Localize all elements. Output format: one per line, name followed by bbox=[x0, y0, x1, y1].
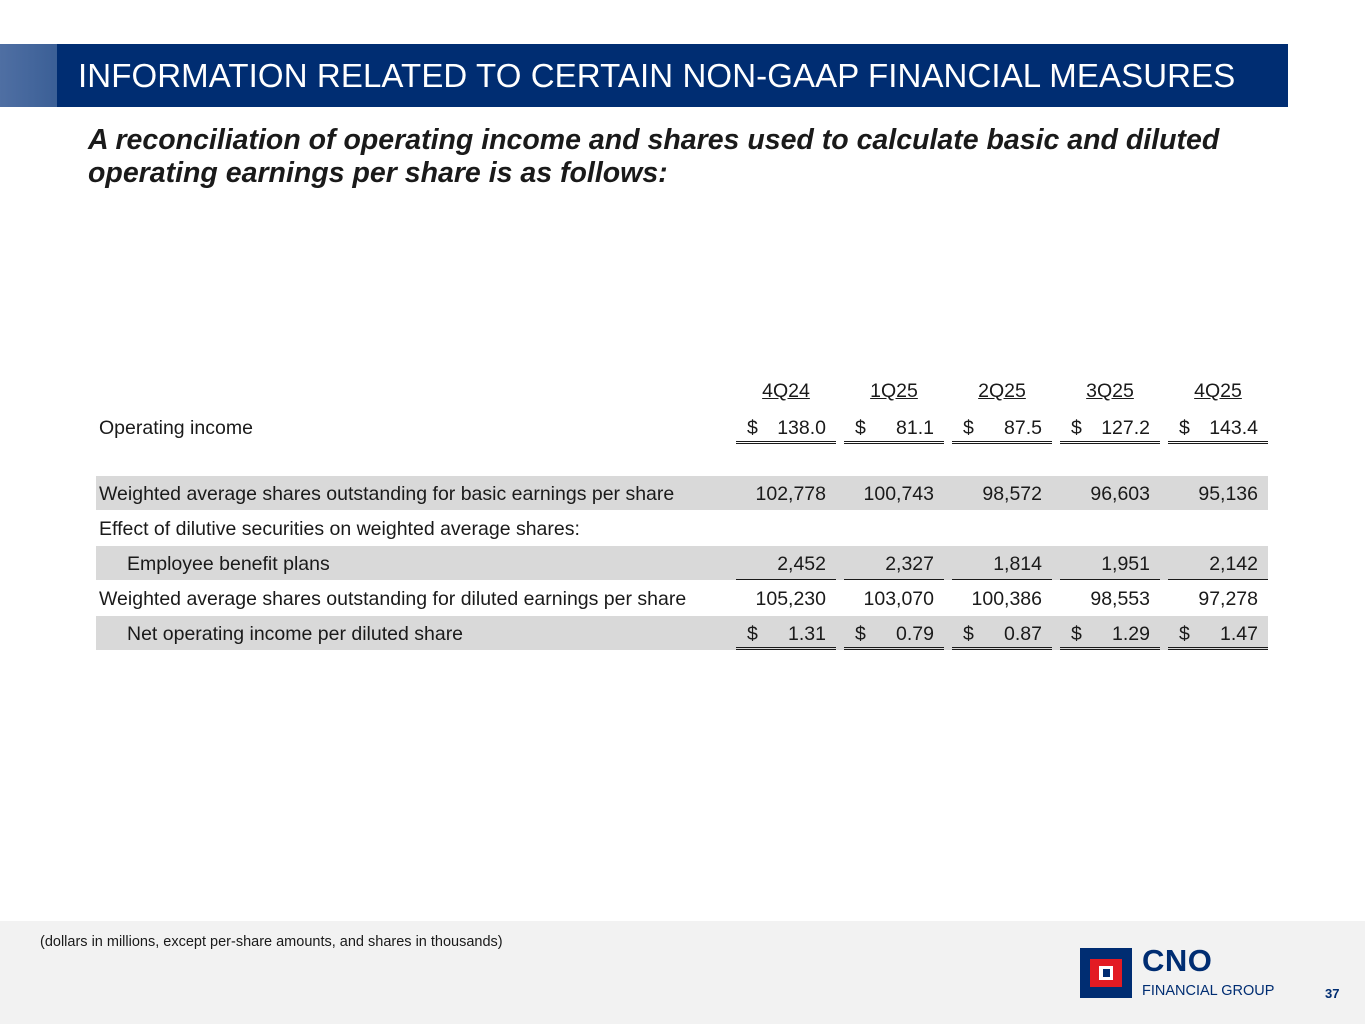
table-cell: 2,142 bbox=[1168, 546, 1268, 580]
currency-symbol: $ bbox=[963, 623, 974, 645]
table-cell: $0.79 bbox=[844, 616, 944, 650]
currency-symbol: $ bbox=[963, 417, 974, 439]
logo-mark-icon bbox=[1080, 948, 1132, 998]
cell-value: 96,603 bbox=[1090, 483, 1150, 505]
table-cell: 1,951 bbox=[1060, 546, 1160, 580]
currency-symbol: $ bbox=[1071, 623, 1082, 645]
table-cell: 2,452 bbox=[736, 546, 836, 580]
table-cell: 1,814 bbox=[952, 546, 1052, 580]
column-header: 2Q25 bbox=[978, 380, 1026, 402]
table-row-operating-income: Operating income $138.0 $81.1 $87.5 $127… bbox=[96, 410, 1268, 444]
cell-value: 138.0 bbox=[777, 417, 826, 439]
cell-value: 127.2 bbox=[1101, 417, 1150, 439]
table-cell: $1.31 bbox=[736, 616, 836, 650]
table-cell: 2,327 bbox=[844, 546, 944, 580]
table-cell: 98,553 bbox=[1060, 581, 1160, 615]
table-row-diluted-shares: Weighted average shares outstanding for … bbox=[96, 581, 1268, 615]
logo-name: CNO bbox=[1142, 943, 1213, 978]
cell-value: 95,136 bbox=[1198, 483, 1258, 505]
currency-symbol: $ bbox=[855, 417, 866, 439]
title-bar: INFORMATION RELATED TO CERTAIN NON-GAAP … bbox=[57, 44, 1288, 107]
row-label: Effect of dilutive securities on weighte… bbox=[99, 518, 580, 540]
column-header: 4Q24 bbox=[762, 380, 810, 402]
table-row-employee-benefit-plans: Employee benefit plans 2,452 2,327 1,814… bbox=[96, 546, 1268, 580]
cell-value: 1.31 bbox=[788, 623, 826, 645]
page-subtitle: A reconciliation of operating income and… bbox=[88, 124, 1220, 189]
table-cell: 100,386 bbox=[952, 581, 1052, 615]
table-row-basic-shares: Weighted average shares outstanding for … bbox=[96, 476, 1268, 510]
currency-symbol: $ bbox=[1179, 623, 1190, 645]
row-label: Operating income bbox=[99, 417, 253, 439]
currency-symbol: $ bbox=[1071, 417, 1082, 439]
logo-subtitle: FINANCIAL GROUP bbox=[1142, 983, 1275, 999]
currency-symbol: $ bbox=[747, 623, 758, 645]
table-row-net-operating-income-per-share: Net operating income per diluted share $… bbox=[96, 616, 1268, 650]
cell-value: 97,278 bbox=[1198, 588, 1258, 610]
table-cell: $1.47 bbox=[1168, 616, 1268, 650]
cell-value: 103,070 bbox=[863, 588, 935, 610]
currency-symbol: $ bbox=[855, 623, 866, 645]
row-label: Weighted average shares outstanding for … bbox=[99, 588, 687, 610]
column-header: 4Q25 bbox=[1194, 380, 1242, 402]
cell-value: 2,142 bbox=[1209, 553, 1258, 575]
cno-logo: CNO FINANCIAL GROUP bbox=[1080, 943, 1320, 1002]
table-header-row: 4Q24 1Q25 2Q25 3Q25 4Q25 bbox=[96, 380, 1268, 414]
cell-value: 100,386 bbox=[971, 588, 1043, 610]
cell-value: 143.4 bbox=[1209, 417, 1258, 439]
currency-symbol: $ bbox=[1179, 417, 1190, 439]
cell-value: 0.87 bbox=[1004, 623, 1042, 645]
cell-value: 0.79 bbox=[896, 623, 934, 645]
cell-value: 100,743 bbox=[863, 483, 935, 505]
cell-value: 87.5 bbox=[1004, 417, 1042, 439]
table-cell: $0.87 bbox=[952, 616, 1052, 650]
table-cell: $87.5 bbox=[952, 410, 1052, 444]
table-cell: 98,572 bbox=[952, 476, 1052, 510]
table-cell: $1.29 bbox=[1060, 616, 1160, 650]
page-number: 37 bbox=[1325, 986, 1340, 1001]
table-cell: 103,070 bbox=[844, 581, 944, 615]
row-label: Employee benefit plans bbox=[127, 553, 330, 575]
table-cell: 105,230 bbox=[736, 581, 836, 615]
cell-value: 2,327 bbox=[885, 553, 934, 575]
cell-value: 2,452 bbox=[777, 553, 826, 575]
table-cell: 102,778 bbox=[736, 476, 836, 510]
page-title: INFORMATION RELATED TO CERTAIN NON-GAAP … bbox=[78, 57, 1236, 94]
column-header: 3Q25 bbox=[1086, 380, 1134, 402]
cell-value: 1.47 bbox=[1220, 623, 1258, 645]
title-accent-block bbox=[0, 44, 57, 107]
column-header: 1Q25 bbox=[870, 380, 918, 402]
footnote: (dollars in millions, except per-share a… bbox=[40, 934, 503, 950]
table-cell: $138.0 bbox=[736, 410, 836, 444]
cell-value: 1,814 bbox=[993, 553, 1042, 575]
row-label: Weighted average shares outstanding for … bbox=[99, 483, 675, 505]
cell-value: 98,553 bbox=[1090, 588, 1150, 610]
table-cell: 97,278 bbox=[1168, 581, 1268, 615]
currency-symbol: $ bbox=[747, 417, 758, 439]
cell-value: 102,778 bbox=[755, 483, 827, 505]
table-cell: $81.1 bbox=[844, 410, 944, 444]
table-cell: $127.2 bbox=[1060, 410, 1160, 444]
row-label: Net operating income per diluted share bbox=[127, 623, 464, 645]
table-cell: 96,603 bbox=[1060, 476, 1160, 510]
cell-value: 1,951 bbox=[1101, 553, 1150, 575]
cell-value: 1.29 bbox=[1112, 623, 1150, 645]
table-cell: 95,136 bbox=[1168, 476, 1268, 510]
table-row-dilutive-heading: Effect of dilutive securities on weighte… bbox=[96, 511, 1268, 545]
footer: (dollars in millions, except per-share a… bbox=[0, 921, 1365, 1024]
table-cell: $143.4 bbox=[1168, 410, 1268, 444]
cell-value: 105,230 bbox=[755, 588, 827, 610]
table-cell: 100,743 bbox=[844, 476, 944, 510]
cell-value: 81.1 bbox=[896, 417, 934, 439]
cell-value: 98,572 bbox=[982, 483, 1042, 505]
